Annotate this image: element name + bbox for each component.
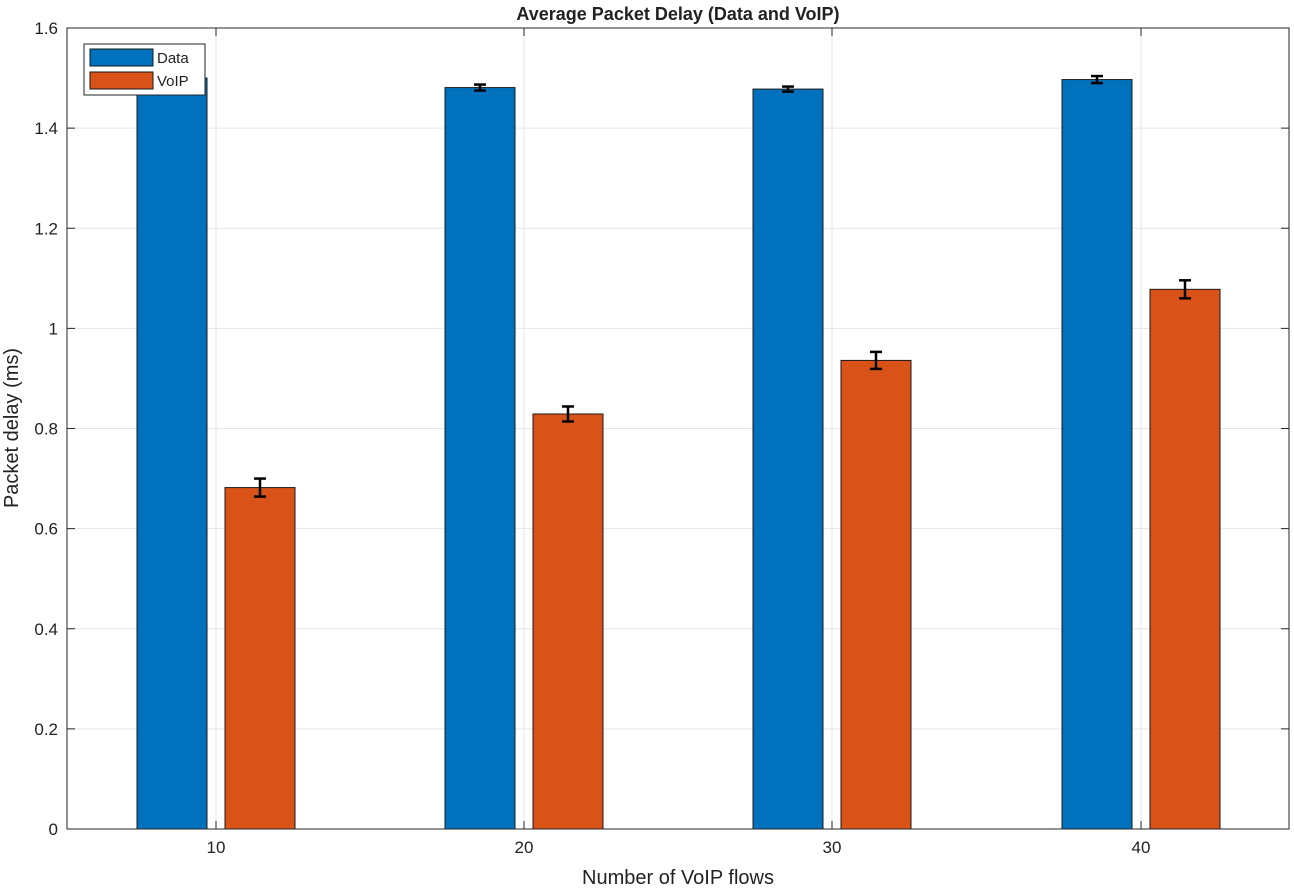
- errorbar-voip-30: [870, 350, 882, 371]
- legend-swatch-data: [89, 48, 154, 67]
- bar-voip-30: [840, 359, 912, 830]
- y-tick-label: 0: [49, 820, 58, 839]
- bar-data-10: [136, 77, 208, 830]
- bar-voip-10: [224, 487, 296, 830]
- x-tick-label: 20: [515, 838, 534, 857]
- x-tick-label: 10: [207, 838, 226, 857]
- y-tick-label: 0.4: [34, 620, 58, 639]
- legend: Data VoIP: [83, 43, 206, 96]
- errorbar-voip-20: [562, 405, 574, 423]
- y-tick-label: 1.6: [34, 19, 58, 38]
- bar-data-40: [1061, 79, 1133, 830]
- y-tick-label: 0.2: [34, 720, 58, 739]
- y-tick-label: 1: [49, 319, 58, 338]
- legend-label-voip: VoIP: [157, 73, 189, 90]
- errorbar-voip-10: [254, 477, 266, 498]
- x-tick-label: 30: [823, 838, 842, 857]
- errorbar-data-20: [474, 83, 486, 92]
- bar-voip-20: [532, 413, 604, 830]
- y-tick-label: 1.4: [34, 119, 58, 138]
- x-tick-label: 40: [1132, 838, 1151, 857]
- y-tick-label: 1.2: [34, 219, 58, 238]
- ticks-layer: 0 0.2 0.4 0.6 0.8 1 1.2 1.4 1.6 10 20 30 40: [34, 19, 1289, 857]
- bar-data-30: [752, 88, 824, 830]
- errorbar-data-40: [1091, 74, 1103, 85]
- chart-title: Average Packet Delay (Data and VoIP): [516, 4, 839, 24]
- y-axis-label: Packet delay (ms): [1, 348, 23, 508]
- y-tick-label: 0.8: [34, 420, 58, 439]
- x-axis-label: Number of VoIP flows: [582, 867, 774, 888]
- bar-voip-40: [1149, 288, 1221, 830]
- errorbar-data-30: [782, 85, 794, 93]
- y-tick-label: 0.6: [34, 520, 58, 539]
- bar-data-20: [444, 87, 516, 830]
- legend-label-data: Data: [157, 50, 189, 67]
- bars-layer: [136, 77, 1221, 830]
- legend-swatch-voip: [89, 71, 154, 90]
- errorbar-voip-40: [1179, 279, 1191, 300]
